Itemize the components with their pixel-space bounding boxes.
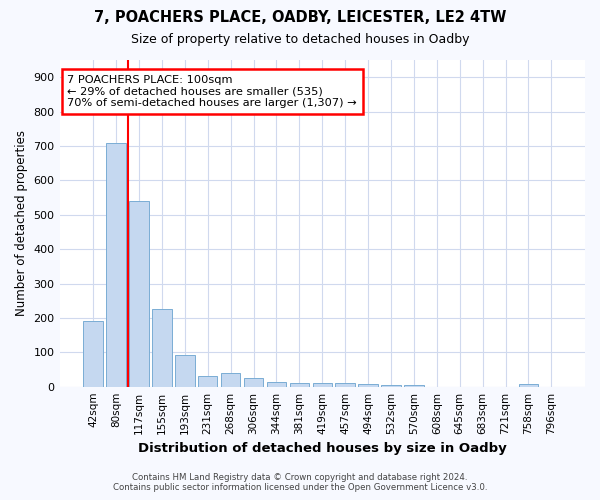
Y-axis label: Number of detached properties: Number of detached properties <box>15 130 28 316</box>
Bar <box>381 384 401 386</box>
Bar <box>244 378 263 386</box>
Bar <box>106 143 126 386</box>
Text: 7 POACHERS PLACE: 100sqm
← 29% of detached houses are smaller (535)
70% of semi-: 7 POACHERS PLACE: 100sqm ← 29% of detach… <box>67 74 357 108</box>
Text: Contains HM Land Registry data © Crown copyright and database right 2024.
Contai: Contains HM Land Registry data © Crown c… <box>113 473 487 492</box>
Bar <box>198 376 217 386</box>
Bar <box>175 355 194 386</box>
Bar <box>129 201 149 386</box>
Bar <box>83 322 103 386</box>
X-axis label: Distribution of detached houses by size in Oadby: Distribution of detached houses by size … <box>138 442 506 455</box>
Bar <box>267 382 286 386</box>
Bar <box>313 382 332 386</box>
Text: Size of property relative to detached houses in Oadby: Size of property relative to detached ho… <box>131 32 469 46</box>
Bar <box>221 373 241 386</box>
Text: 7, POACHERS PLACE, OADBY, LEICESTER, LE2 4TW: 7, POACHERS PLACE, OADBY, LEICESTER, LE2… <box>94 10 506 25</box>
Bar <box>290 382 309 386</box>
Bar <box>152 310 172 386</box>
Bar <box>519 384 538 386</box>
Bar <box>358 384 378 386</box>
Bar <box>335 383 355 386</box>
